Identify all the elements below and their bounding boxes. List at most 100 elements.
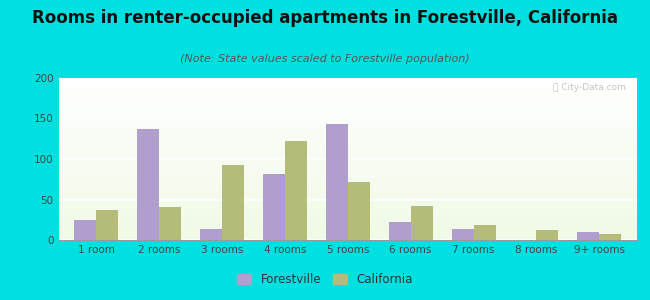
Bar (58, 169, 637, 170)
Bar (58, 154, 637, 155)
Bar (58, 233, 637, 234)
Bar (285, 141, 307, 240)
Bar (58, 110, 637, 111)
Bar (58, 161, 637, 162)
Bar (58, 181, 637, 182)
Bar (58, 173, 637, 174)
Bar (58, 209, 637, 210)
Bar (58, 163, 637, 164)
Bar (58, 86, 637, 87)
Bar (58, 122, 637, 123)
Bar (58, 218, 637, 219)
Bar (58, 115, 637, 116)
Bar (58, 168, 637, 169)
Bar (58, 164, 637, 165)
Bar (58, 202, 637, 203)
Bar (58, 155, 637, 156)
Bar (222, 165, 244, 240)
Bar (58, 193, 637, 194)
Bar (58, 106, 637, 107)
Bar (58, 216, 637, 217)
Bar (58, 210, 637, 211)
Text: Rooms in renter-occupied apartments in Forestville, California: Rooms in renter-occupied apartments in F… (32, 9, 618, 27)
Bar (599, 233, 621, 240)
Bar (58, 219, 637, 220)
Bar (58, 135, 637, 136)
Bar (58, 87, 637, 88)
Bar (536, 230, 558, 240)
Bar (58, 136, 637, 137)
Bar (58, 159, 637, 160)
Bar (58, 123, 637, 124)
Bar (58, 205, 637, 206)
Bar (58, 171, 637, 172)
Bar (200, 229, 222, 240)
Bar (58, 217, 637, 218)
Bar (58, 99, 637, 100)
Bar (58, 103, 637, 104)
Bar (58, 147, 637, 148)
Bar (58, 212, 637, 213)
Bar (58, 234, 637, 235)
Bar (58, 93, 637, 94)
Bar (58, 214, 637, 215)
Bar (58, 224, 637, 225)
Bar (58, 172, 637, 173)
Text: Ⓜ City-Data.com: Ⓜ City-Data.com (552, 83, 625, 92)
Bar (58, 177, 637, 178)
Bar (58, 165, 637, 166)
Bar (58, 149, 637, 150)
Bar (58, 237, 637, 238)
Bar (58, 130, 637, 131)
Bar (58, 196, 637, 197)
Bar (58, 199, 637, 200)
Bar (577, 232, 599, 240)
Bar (58, 91, 637, 92)
Bar (58, 206, 637, 207)
Bar (58, 208, 637, 209)
Bar (58, 102, 637, 103)
Bar (58, 113, 637, 114)
Legend: Forestville, California: Forestville, California (232, 269, 418, 291)
Bar (58, 162, 637, 163)
Bar (58, 188, 637, 189)
Bar (58, 204, 637, 205)
Bar (411, 206, 433, 240)
Bar (58, 182, 637, 183)
Bar (58, 98, 637, 99)
Bar (58, 158, 637, 159)
Bar (58, 223, 637, 224)
Bar (58, 82, 637, 83)
Bar (58, 160, 637, 161)
Bar (58, 238, 637, 239)
Bar (58, 143, 637, 144)
Bar (473, 225, 495, 240)
Bar (58, 124, 637, 125)
Bar (348, 182, 370, 240)
Bar (58, 97, 637, 98)
Bar (58, 227, 637, 228)
Bar (58, 145, 637, 146)
Bar (58, 127, 637, 128)
Bar (58, 225, 637, 226)
Bar (137, 129, 159, 240)
Bar (263, 174, 285, 240)
Bar (58, 92, 637, 93)
Bar (58, 132, 637, 133)
Bar (58, 134, 637, 135)
Bar (58, 192, 637, 193)
Bar (58, 138, 637, 139)
Bar (58, 183, 637, 184)
Bar (58, 200, 637, 201)
Bar (58, 203, 637, 204)
Bar (58, 144, 637, 145)
Bar (58, 101, 637, 102)
Bar (58, 83, 637, 84)
Bar (58, 189, 637, 190)
Bar (58, 239, 637, 240)
Bar (58, 166, 637, 167)
Bar (58, 146, 637, 147)
Bar (58, 85, 637, 86)
Bar (58, 117, 637, 118)
Bar (58, 190, 637, 191)
